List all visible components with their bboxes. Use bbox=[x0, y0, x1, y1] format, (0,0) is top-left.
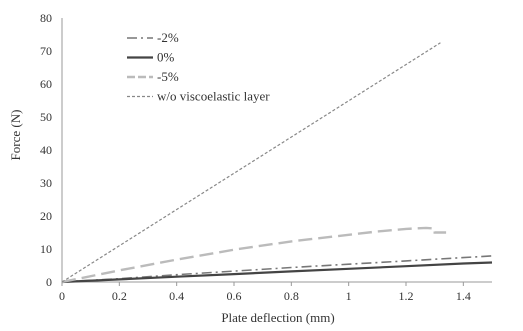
axes: 0 0.2 0.4 0.6 0.8 1 1.2 1.4 0 10 20 30 40 50 60 70 80 bbox=[40, 11, 492, 303]
legend: -2% 0% -5% w/o viscoelastic layer bbox=[127, 30, 270, 104]
x-tick-label: 0 bbox=[59, 289, 65, 303]
legend-label: -5% bbox=[157, 69, 179, 84]
x-tick-label: 1 bbox=[346, 289, 352, 303]
legend-label: -2% bbox=[157, 30, 179, 45]
x-tick-label: 0.6 bbox=[227, 289, 242, 303]
y-tick-label: 10 bbox=[40, 242, 52, 256]
y-tick-label: 60 bbox=[40, 77, 52, 91]
y-tick-label: 20 bbox=[40, 209, 52, 223]
y-tick-label: 70 bbox=[40, 44, 52, 58]
series-lines bbox=[61, 42, 493, 284]
series-line-1 bbox=[61, 261, 493, 284]
x-tick-label: 1.2 bbox=[399, 289, 414, 303]
y-tick-label: 50 bbox=[40, 110, 52, 124]
y-tick-label: 80 bbox=[40, 11, 52, 25]
series-line-2 bbox=[61, 226, 447, 284]
x-tick-label: 1.4 bbox=[456, 289, 471, 303]
x-tick-label: 0.4 bbox=[169, 289, 184, 303]
legend-label: 0% bbox=[157, 50, 175, 65]
x-axis-title: Plate deflection (mm) bbox=[221, 310, 334, 325]
y-tick-label: 0 bbox=[46, 275, 52, 289]
y-tick-label: 30 bbox=[40, 176, 52, 190]
legend-label: w/o viscoelastic layer bbox=[157, 89, 270, 104]
x-tick-label: 0.8 bbox=[284, 289, 299, 303]
x-tick-label: 0.2 bbox=[112, 289, 127, 303]
y-axis-title: Force (N) bbox=[8, 110, 23, 161]
y-tick-label: 40 bbox=[40, 143, 52, 157]
series-line-0 bbox=[61, 255, 493, 283]
